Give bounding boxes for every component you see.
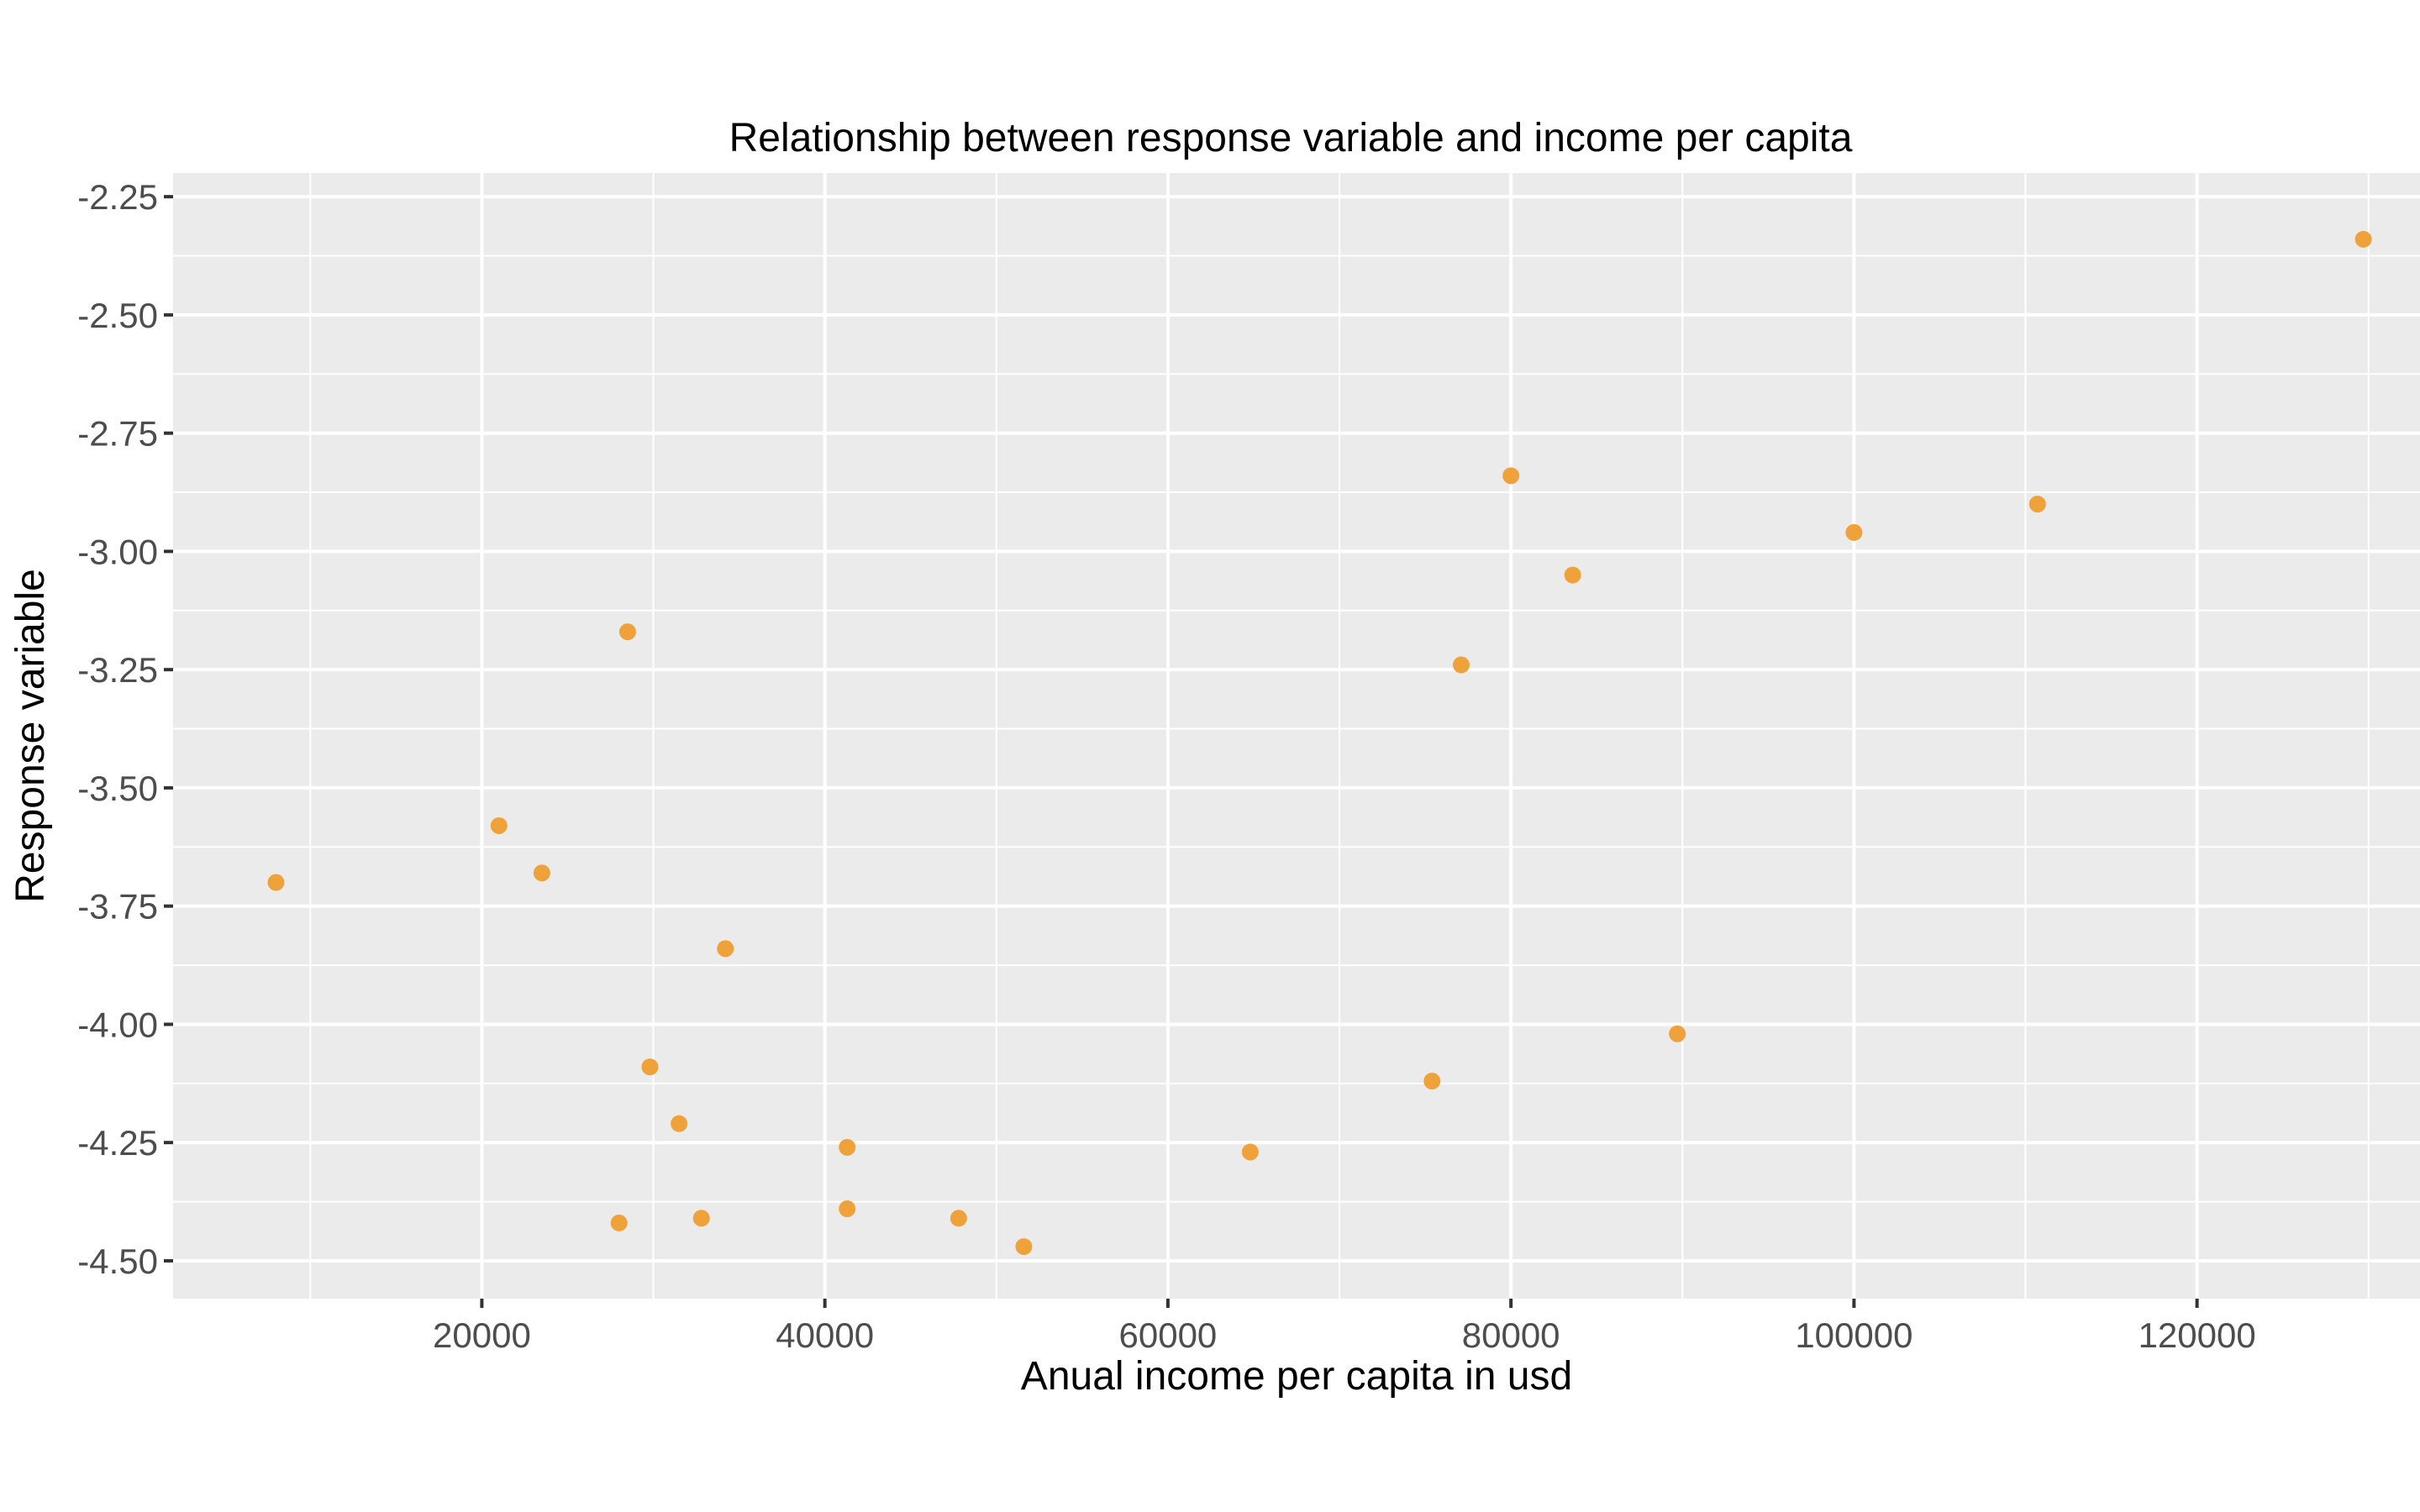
y-tick-label: -2.50: [77, 296, 158, 335]
data-point: [717, 940, 734, 958]
y-tick-label: -3.75: [77, 887, 158, 927]
x-axis: 20000 40000 60000 80000 100000 120000: [433, 1299, 2256, 1355]
y-tick-label: -2.75: [77, 414, 158, 454]
x-tick-label: 100000: [1795, 1315, 1912, 1355]
plot-panel: [173, 173, 2420, 1299]
data-point: [1015, 1238, 1033, 1256]
y-axis-title: Response variable: [8, 569, 53, 903]
x-axis-title: Anual income per capita in usd: [1021, 1354, 1572, 1399]
y-tick-label: -3.00: [77, 532, 158, 571]
y-tick-label: -4.50: [77, 1242, 158, 1281]
data-point: [1452, 656, 1470, 674]
data-point: [1564, 566, 1581, 584]
y-tick-label: -3.50: [77, 769, 158, 808]
data-point: [1502, 467, 1520, 485]
data-point: [1669, 1025, 1686, 1042]
x-tick-label: 120000: [2139, 1315, 2256, 1355]
x-tick-label: 80000: [1462, 1315, 1560, 1355]
y-tick-label: -3.25: [77, 650, 158, 690]
minor-gridlines: [173, 173, 2420, 1299]
x-tick-label: 20000: [433, 1315, 531, 1355]
data-point: [618, 623, 636, 641]
data-point: [839, 1138, 856, 1156]
data-point: [267, 874, 285, 891]
data-point: [950, 1210, 967, 1227]
data-point: [490, 816, 508, 834]
data-point: [1241, 1143, 1259, 1161]
data-point: [1845, 523, 1863, 541]
y-tick-label: -4.00: [77, 1005, 158, 1044]
data-points: [267, 230, 2372, 1256]
data-point: [533, 864, 550, 882]
chart-title: Relationship between response variable a…: [729, 116, 1853, 160]
x-tick-label: 60000: [1119, 1315, 1218, 1355]
data-point: [2354, 230, 2372, 248]
data-point: [610, 1214, 628, 1231]
x-tick-label: 40000: [776, 1315, 874, 1355]
data-point: [1423, 1073, 1441, 1090]
major-gridlines: [173, 173, 2420, 1299]
y-tick-label: -4.25: [77, 1123, 158, 1163]
y-tick-label: -2.25: [77, 177, 158, 217]
y-axis: -2.25 -2.50 -2.75 -3.00 -3.25 -3.50 -3.75 -4.00…: [77, 177, 173, 1281]
data-point: [671, 1115, 688, 1132]
data-point: [641, 1058, 659, 1076]
data-point: [2028, 496, 2046, 513]
data-point: [692, 1210, 710, 1227]
data-point: [839, 1200, 856, 1218]
